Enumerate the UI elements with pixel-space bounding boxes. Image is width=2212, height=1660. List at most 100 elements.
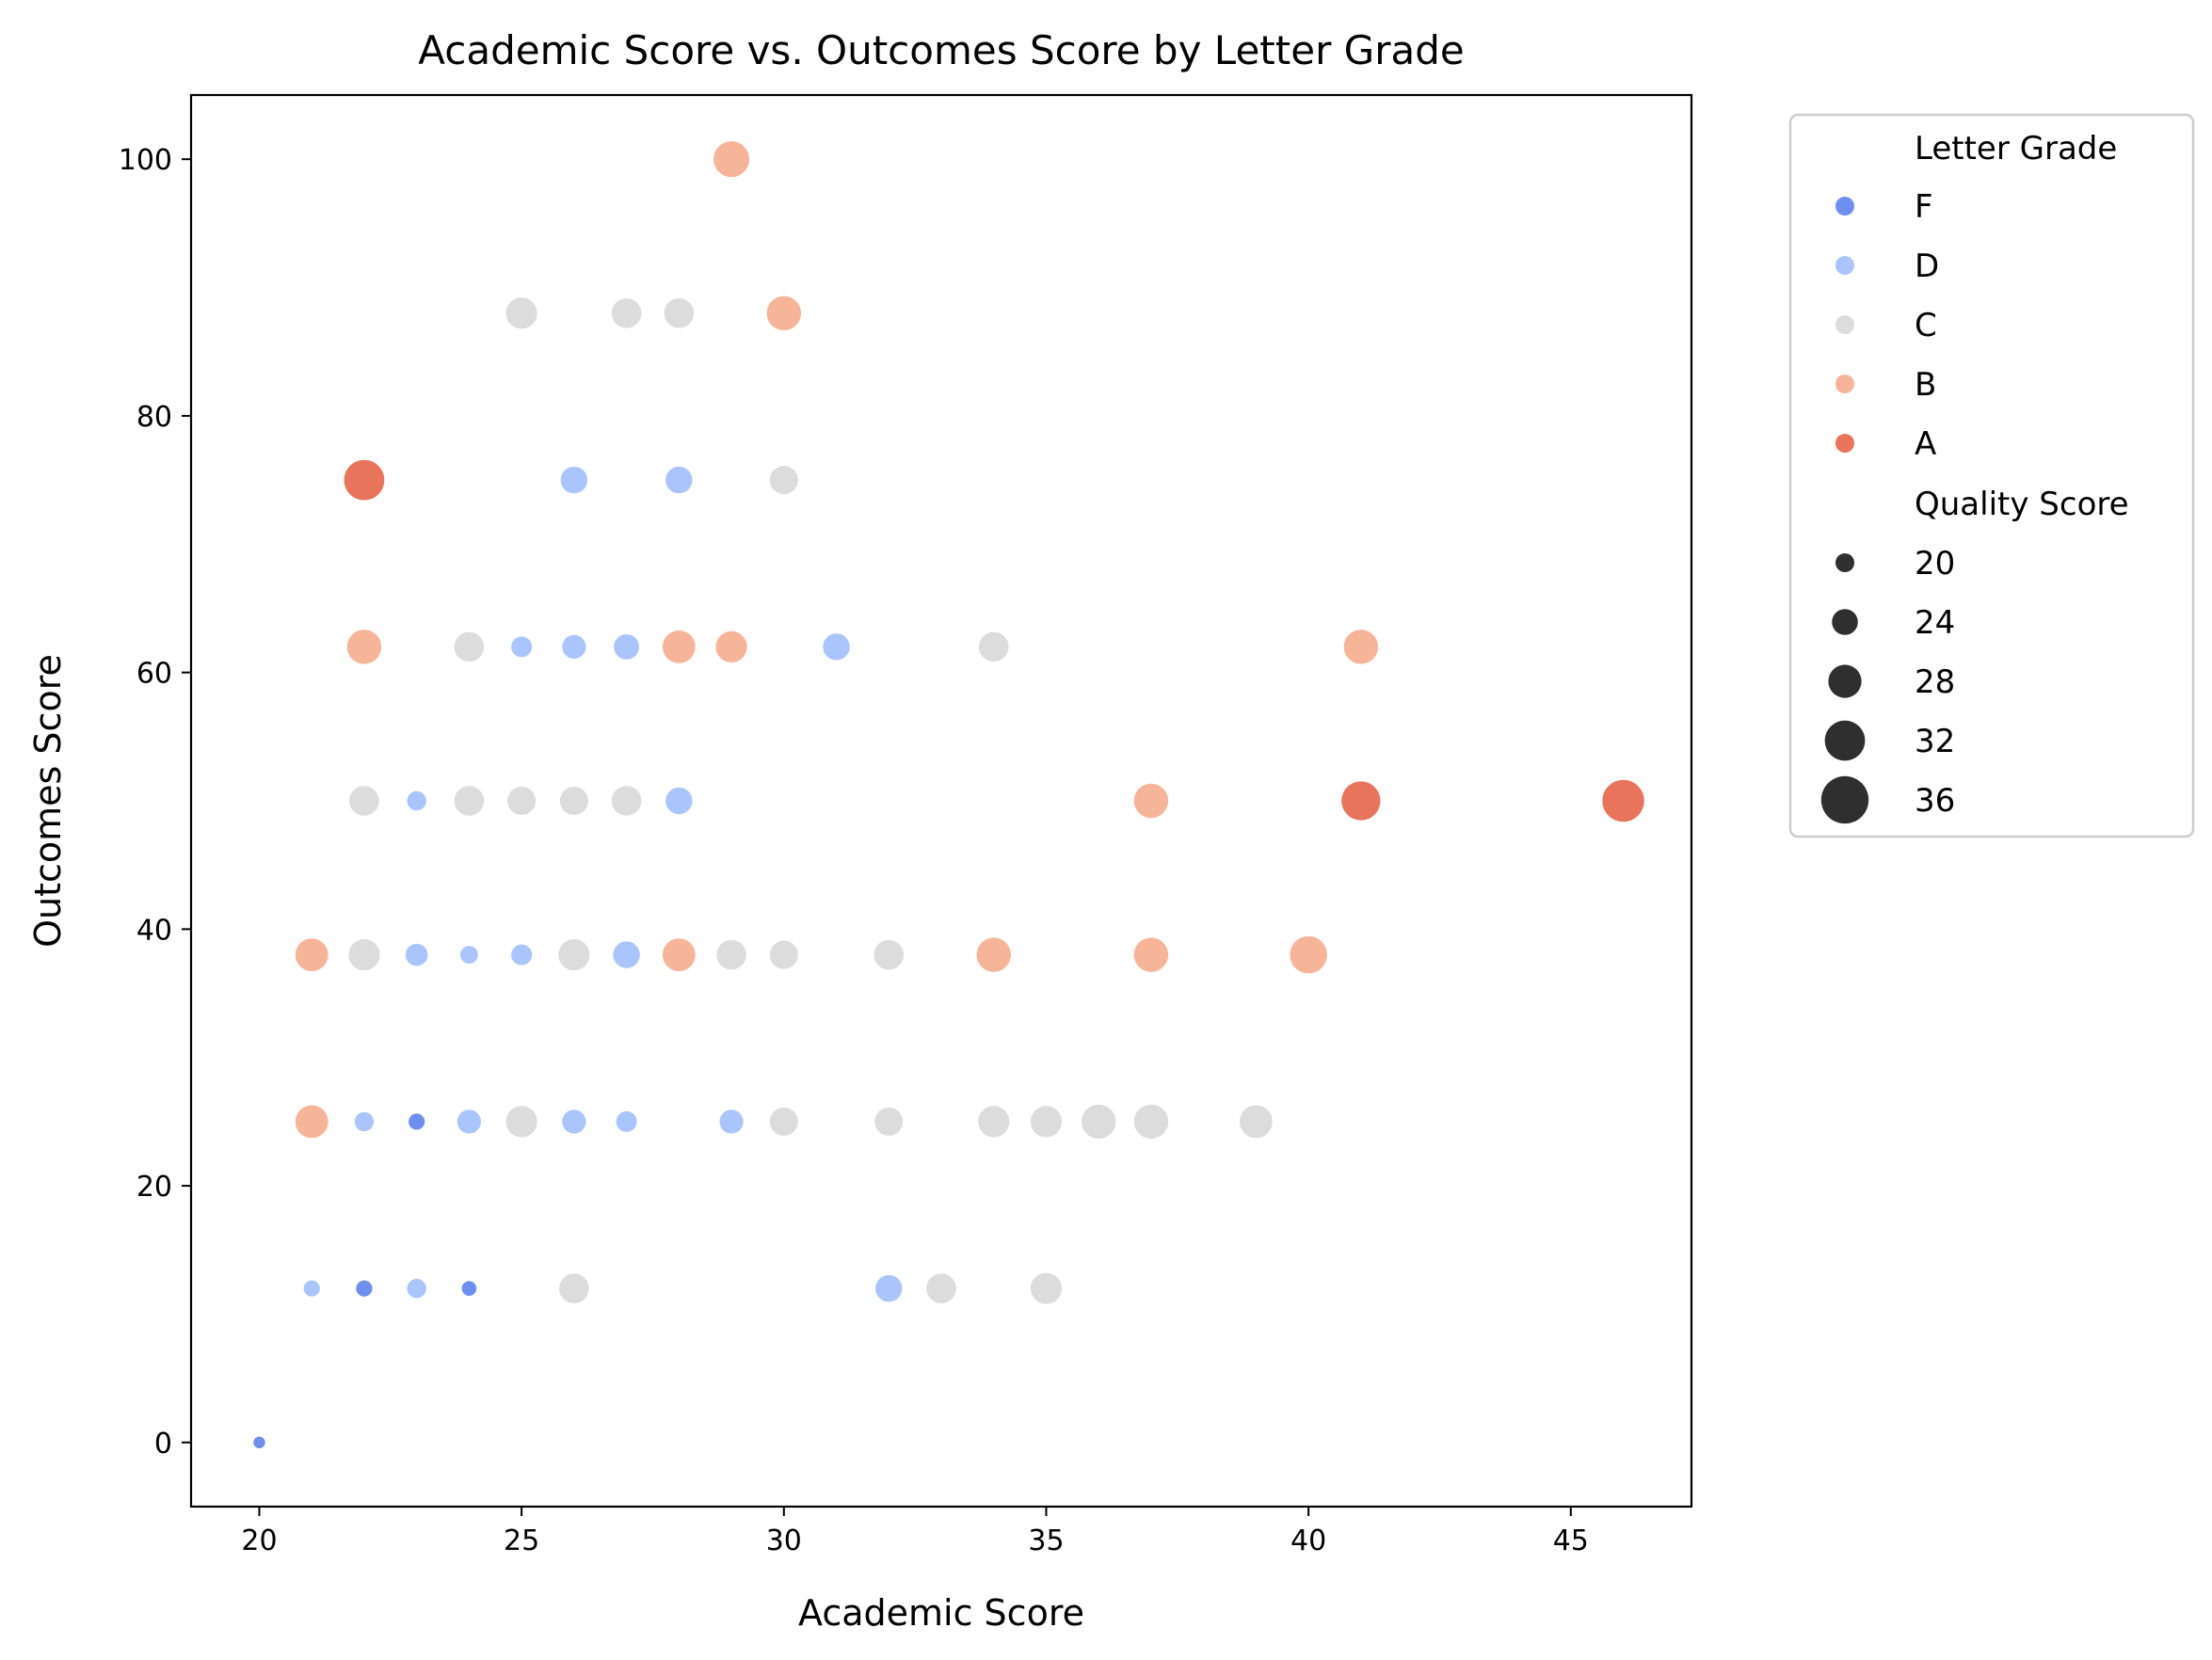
plot-frame xyxy=(189,93,1693,1508)
legend-marker-B xyxy=(1835,375,1854,393)
point-C-1 xyxy=(924,1271,958,1305)
point-C-26 xyxy=(662,296,696,330)
point-D-0 xyxy=(301,1278,322,1299)
legend-hue-title: Letter Grade xyxy=(1915,130,2117,168)
legend-size-marker xyxy=(1835,553,1854,572)
point-A-1 xyxy=(1339,779,1383,822)
point-C-3 xyxy=(504,1104,539,1140)
point-D-9 xyxy=(458,944,480,966)
point-D-26 xyxy=(664,465,695,495)
point-B-4 xyxy=(1132,935,1170,974)
legend-label-D: D xyxy=(1915,247,1939,285)
legend-frame xyxy=(1788,113,2195,838)
point-C-0 xyxy=(557,1271,591,1305)
legend-size-entries: 20 24 28 32 36 xyxy=(1820,545,1955,824)
point-D-11 xyxy=(611,939,642,970)
point-A-2 xyxy=(1600,778,1646,823)
legend-size-label: 20 xyxy=(1915,545,1955,583)
point-C-11 xyxy=(346,937,382,972)
point-B-9 xyxy=(713,630,749,664)
point-D-1 xyxy=(405,1277,428,1300)
y-tick-label: 80 xyxy=(136,401,172,434)
x-axis: 20 25 30 35 40 45 xyxy=(241,1507,1589,1557)
point-D-8 xyxy=(404,942,430,968)
x-tick-label: 20 xyxy=(241,1524,277,1557)
point-C-8 xyxy=(1080,1103,1118,1141)
legend-size-label: 24 xyxy=(1915,604,1955,642)
point-B-12 xyxy=(712,139,751,179)
legend-size-title: Quality Score xyxy=(1915,486,2129,523)
point-D-6 xyxy=(614,1109,639,1134)
point-C-18 xyxy=(505,785,537,817)
legend-size-label: 32 xyxy=(1915,723,1955,760)
point-C-9 xyxy=(1132,1103,1170,1141)
point-F-6 xyxy=(407,1111,426,1132)
y-tick-label: 100 xyxy=(119,144,172,177)
legend-marker-F xyxy=(1835,197,1854,215)
y-axis-label: Outcomes Score xyxy=(27,654,69,948)
y-tick-label: 0 xyxy=(154,1428,172,1460)
x-tick-label: 40 xyxy=(1290,1524,1326,1557)
point-D-3 xyxy=(353,1110,376,1133)
point-C-23 xyxy=(768,464,800,496)
point-D-4 xyxy=(456,1108,483,1136)
legend-label-F: F xyxy=(1915,188,1933,226)
x-tick-label: 45 xyxy=(1553,1524,1589,1557)
y-tick-label: 60 xyxy=(136,658,172,691)
legend-size-marker xyxy=(1828,664,1862,698)
point-B-2 xyxy=(661,936,697,973)
point-B-10 xyxy=(1342,628,1380,666)
legend-marker-C xyxy=(1835,315,1854,334)
point-B-0 xyxy=(294,1103,330,1140)
legend-size-marker xyxy=(1820,775,1869,824)
point-D-2 xyxy=(874,1273,905,1303)
point-D-25 xyxy=(559,465,589,495)
point-C-24 xyxy=(504,295,539,331)
point-C-22 xyxy=(977,630,1011,663)
legend-label-B: B xyxy=(1915,366,1936,404)
y-axis: 0 20 40 60 80 100 xyxy=(119,144,191,1460)
legend-size-marker xyxy=(1832,609,1858,635)
x-tick-label: 25 xyxy=(504,1524,539,1557)
legend-size-marker xyxy=(1824,720,1866,761)
point-B-3 xyxy=(974,935,1013,974)
point-C-17 xyxy=(452,784,486,818)
y-tick-label: 20 xyxy=(136,1171,172,1204)
x-tick-label: 35 xyxy=(1028,1524,1064,1557)
point-B-11 xyxy=(764,295,803,332)
legend-marker-D xyxy=(1835,256,1854,275)
point-D-19 xyxy=(509,634,534,659)
point-C-14 xyxy=(768,939,800,971)
point-D-7 xyxy=(717,1108,745,1136)
point-C-7 xyxy=(1029,1104,1064,1140)
point-D-18 xyxy=(664,786,695,816)
point-A-0 xyxy=(342,458,386,503)
point-D-10 xyxy=(509,943,534,967)
legend-label-A: A xyxy=(1915,425,1936,463)
point-C-20 xyxy=(610,784,643,818)
point-B-5 xyxy=(1288,934,1329,976)
legend-size-label: 36 xyxy=(1915,782,1955,820)
point-B-6 xyxy=(1132,782,1170,820)
point-C-6 xyxy=(976,1104,1011,1140)
point-C-21 xyxy=(452,630,486,663)
point-C-16 xyxy=(347,784,381,818)
point-B-8 xyxy=(661,629,697,665)
legend-marker-A xyxy=(1835,434,1854,453)
y-tick-label: 40 xyxy=(136,914,172,947)
point-C-5 xyxy=(873,1106,905,1138)
point-C-2 xyxy=(1029,1270,1064,1306)
point-C-25 xyxy=(610,296,643,330)
point-C-10 xyxy=(1238,1103,1274,1140)
point-D-14 xyxy=(405,790,428,812)
x-tick-label: 30 xyxy=(766,1524,802,1557)
point-F-4 xyxy=(459,1279,478,1298)
point-D-20 xyxy=(560,633,588,661)
chart-title: Academic Score vs. Outcomes Score by Let… xyxy=(418,27,1464,73)
point-D-5 xyxy=(560,1108,588,1136)
point-D-24 xyxy=(821,631,852,662)
legend-label-C: C xyxy=(1915,307,1937,344)
